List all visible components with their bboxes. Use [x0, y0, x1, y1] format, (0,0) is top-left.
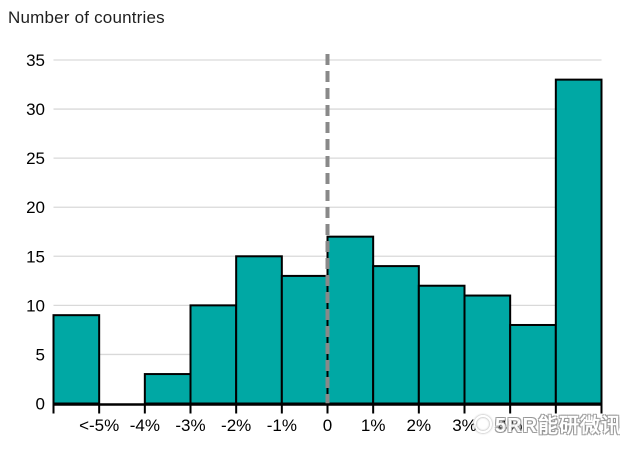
chart-title: Number of countries — [8, 8, 165, 27]
x-tick-label: 1% — [361, 416, 386, 435]
histogram-bar — [235, 255, 283, 405]
histogram-bar — [326, 235, 375, 405]
histogram-bar — [189, 304, 238, 405]
histogram-bar — [143, 373, 192, 405]
x-tick-label: -2% — [221, 416, 251, 435]
x-tick-label: 4% — [498, 416, 523, 435]
x-tick-label: <-5% — [79, 416, 119, 435]
y-tick-label: 25 — [26, 149, 45, 168]
y-tick-label: 20 — [26, 198, 45, 217]
y-tick-label: 35 — [26, 51, 45, 70]
x-tick-label: 2% — [407, 416, 432, 435]
x-tick-label: -4% — [130, 416, 160, 435]
y-tick-label: 5 — [36, 345, 45, 364]
y-tick-label: 15 — [26, 247, 45, 266]
y-tick-label: 0 — [36, 395, 45, 414]
y-tick-label: 30 — [26, 100, 45, 119]
histogram-bar — [554, 78, 603, 405]
histogram-bar — [52, 314, 101, 405]
x-tick-label: -3% — [175, 416, 205, 435]
histogram-bar — [509, 323, 557, 405]
x-tick-label: 3% — [452, 416, 477, 435]
y-tick-label: 10 — [26, 296, 45, 315]
histogram-bar — [280, 274, 329, 405]
x-tick-label: -1% — [267, 416, 297, 435]
histogram-bar — [417, 284, 466, 405]
histogram-bar — [463, 294, 512, 405]
histogram-bar — [372, 265, 420, 405]
x-tick-label: 0 — [323, 416, 332, 435]
